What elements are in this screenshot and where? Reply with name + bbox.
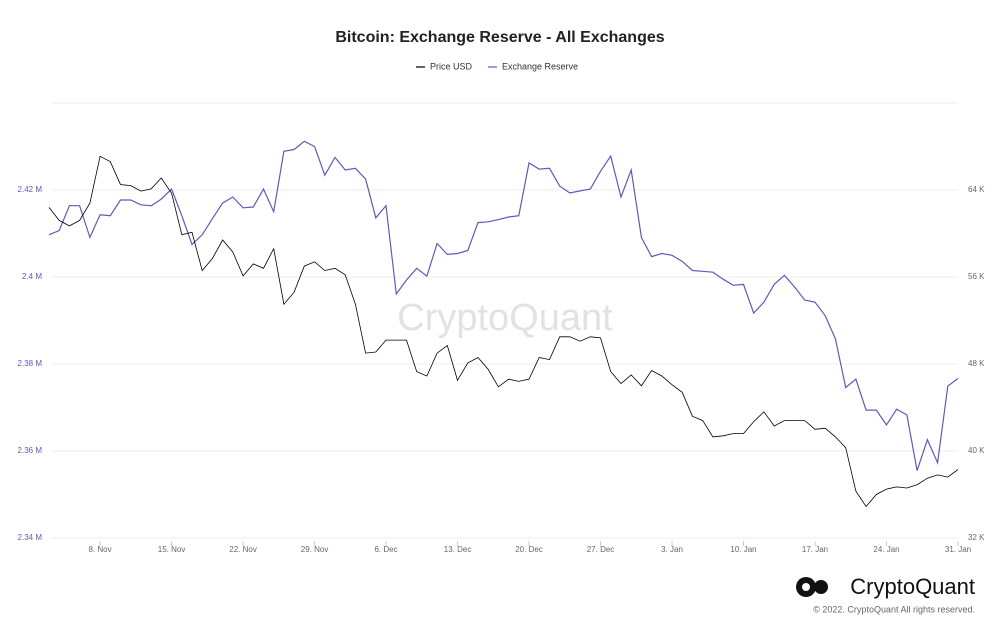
y2-tick-label: 56 K <box>968 272 985 281</box>
y2-tick-label: 32 K <box>968 533 985 542</box>
legend-label: Price USD <box>430 61 473 71</box>
copyright: © 2022. CryptoQuant All rights reserved. <box>813 604 975 614</box>
x-tick-label: 29. Nov <box>301 545 329 554</box>
y2-tick-label: 64 K <box>968 185 985 194</box>
x-tick-label: 27. Dec <box>587 545 615 554</box>
y2-tick-label: 48 K <box>968 359 985 368</box>
watermark: CryptoQuant <box>397 297 613 339</box>
y-tick-label: 2.4 M <box>22 272 42 281</box>
series-line <box>48 155 959 508</box>
y-tick-label: 2.38 M <box>18 359 43 368</box>
brand: CryptoQuant <box>850 574 975 599</box>
y-tick-label: 2.34 M <box>18 533 43 542</box>
x-tick-label: 31. Jan <box>945 545 971 554</box>
x-tick-label: 17. Jan <box>802 545 828 554</box>
chart-title: Bitcoin: Exchange Reserve - All Exchange… <box>335 29 664 46</box>
x-tick-label: 10. Jan <box>730 545 756 554</box>
x-tick-label: 22. Nov <box>229 545 257 554</box>
x-tick-label: 3. Jan <box>661 545 683 554</box>
y-tick-label: 2.36 M <box>18 446 43 455</box>
x-tick-label: 15. Nov <box>158 545 186 554</box>
logo-icon <box>814 580 828 594</box>
logo-icon <box>802 583 810 591</box>
legend-label: Exchange Reserve <box>502 61 578 71</box>
x-tick-label: 6. Dec <box>374 545 397 554</box>
x-tick-label: 20. Dec <box>515 545 543 554</box>
y2-tick-label: 40 K <box>968 446 985 455</box>
x-tick-label: 24. Jan <box>873 545 899 554</box>
y-tick-label: 2.42 M <box>18 185 43 194</box>
logo <box>796 577 828 597</box>
x-tick-label: 13. Dec <box>444 545 472 554</box>
x-tick-label: 8. Nov <box>89 545 112 554</box>
series-line <box>48 140 959 471</box>
